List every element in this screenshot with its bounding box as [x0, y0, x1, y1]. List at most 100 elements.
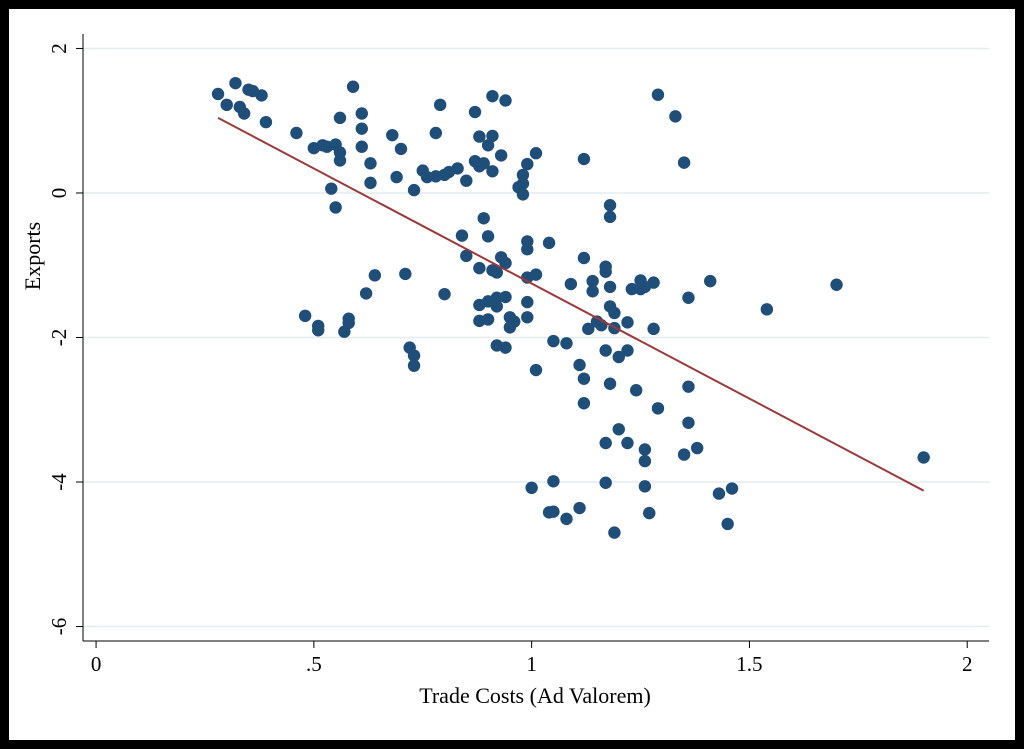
scatter-point: [608, 526, 621, 539]
scatter-point: [516, 168, 530, 182]
scatter-point: [481, 230, 495, 243]
scatter-point: [547, 334, 560, 348]
scatter-point: [508, 315, 521, 328]
scatter-point: [477, 212, 490, 225]
scatter-point: [760, 303, 774, 316]
scatter-point: [603, 210, 617, 224]
scatter-point: [521, 295, 534, 309]
scatter-chart: 2 0 -2 -4 -6 0 .5 1 1.5 2 Trade Costs (Ad Valorem…: [9, 9, 1015, 740]
scatter-point: [399, 267, 412, 281]
scatter-point: [547, 505, 560, 518]
scatter-point: [486, 165, 499, 178]
scatter-point: [529, 363, 543, 377]
scatter-point: [560, 337, 573, 350]
y-tick-label: 0: [47, 188, 71, 199]
scatter-point: [638, 454, 652, 468]
scatter-point: [529, 147, 543, 160]
scatter-point: [259, 115, 273, 129]
scatter-point: [290, 126, 303, 140]
scatter-point: [460, 249, 473, 263]
scatter-point: [477, 157, 490, 170]
scatter-point: [433, 98, 447, 112]
scatter-point: [638, 443, 652, 456]
scatter-point: [355, 107, 368, 120]
scatter-point: [582, 322, 595, 336]
scatter-point: [499, 94, 512, 107]
scatter-point: [599, 476, 612, 489]
scatter-point: [629, 384, 643, 397]
scatter-point: [394, 142, 408, 156]
scatter-point: [599, 265, 612, 278]
scatter-point: [577, 372, 591, 385]
scatter-point: [255, 89, 268, 102]
scatter-point: [690, 441, 704, 455]
scatter-point: [612, 350, 625, 364]
scatter-point: [333, 154, 347, 167]
scatter-point: [438, 287, 451, 301]
scatter-point: [429, 126, 443, 140]
scatter-point: [390, 170, 403, 184]
scatter-point: [481, 313, 495, 326]
scatter-point: [682, 291, 695, 304]
scatter-point: [386, 128, 399, 142]
scatter-point: [603, 280, 617, 294]
scatter-point: [677, 448, 691, 461]
fit-line: [217, 116, 925, 492]
scatter-point: [625, 282, 639, 296]
scatter-point: [725, 482, 739, 495]
scatter-point: [521, 311, 534, 324]
chart-frame: 2 0 -2 -4 -6 0 .5 1 1.5 2 Trade Costs (Ad Valorem…: [9, 9, 1015, 740]
scatter-point: [211, 87, 225, 101]
scatter-point: [638, 480, 652, 493]
y-axis-title: Exports: [20, 222, 45, 290]
scatter-point: [669, 110, 682, 123]
scatter-point: [368, 269, 382, 282]
scatter-point: [516, 177, 530, 190]
plot-background: [9, 9, 1015, 740]
scatter-point: [499, 290, 512, 304]
scatter-point: [577, 251, 591, 265]
x-tick-label: 1.5: [736, 652, 762, 676]
scatter-point: [599, 344, 612, 357]
x-axis-title: Trade Costs (Ad Valorem): [419, 683, 651, 708]
scatter-point: [682, 416, 695, 429]
scatter-point: [220, 98, 233, 112]
scatter-point: [577, 397, 591, 410]
scatter-point: [521, 243, 534, 256]
scatter-point: [647, 322, 660, 336]
scatter-point: [573, 358, 586, 372]
scatter-point: [499, 256, 512, 270]
scatter-point: [499, 341, 512, 354]
x-tick-label: 0: [91, 652, 102, 676]
scatter-point: [704, 274, 717, 288]
scatter-point: [573, 501, 586, 515]
scatter-point: [712, 487, 726, 500]
scatter-point: [560, 512, 573, 526]
scatter-point: [473, 261, 486, 275]
scatter-point: [621, 344, 634, 357]
x-tick-label: .5: [306, 652, 322, 676]
scatter-point: [577, 152, 591, 166]
scatter-point: [682, 380, 695, 393]
scatter-point: [608, 306, 621, 320]
x-tick-label: 2: [962, 652, 973, 676]
scatter-point: [599, 436, 612, 450]
scatter-point: [677, 156, 691, 169]
gridlines: [83, 47, 989, 628]
scatter-point: [481, 139, 495, 152]
scatter-point: [451, 162, 464, 175]
scatter-point: [542, 236, 556, 250]
scatter-point: [525, 481, 538, 495]
scatter-point: [312, 324, 325, 337]
scatter-point: [364, 157, 377, 170]
scatter-point: [564, 277, 578, 291]
scatter-point: [621, 316, 634, 329]
data-points: [211, 76, 930, 539]
scatter-point: [468, 105, 482, 119]
axes: 2 0 -2 -4 -6 0 .5 1 1.5 2: [47, 34, 989, 676]
scatter-point: [830, 278, 843, 291]
scatter-point: [486, 129, 499, 143]
scatter-point: [473, 130, 486, 143]
scatter-point: [455, 229, 469, 242]
scatter-point: [651, 88, 665, 101]
